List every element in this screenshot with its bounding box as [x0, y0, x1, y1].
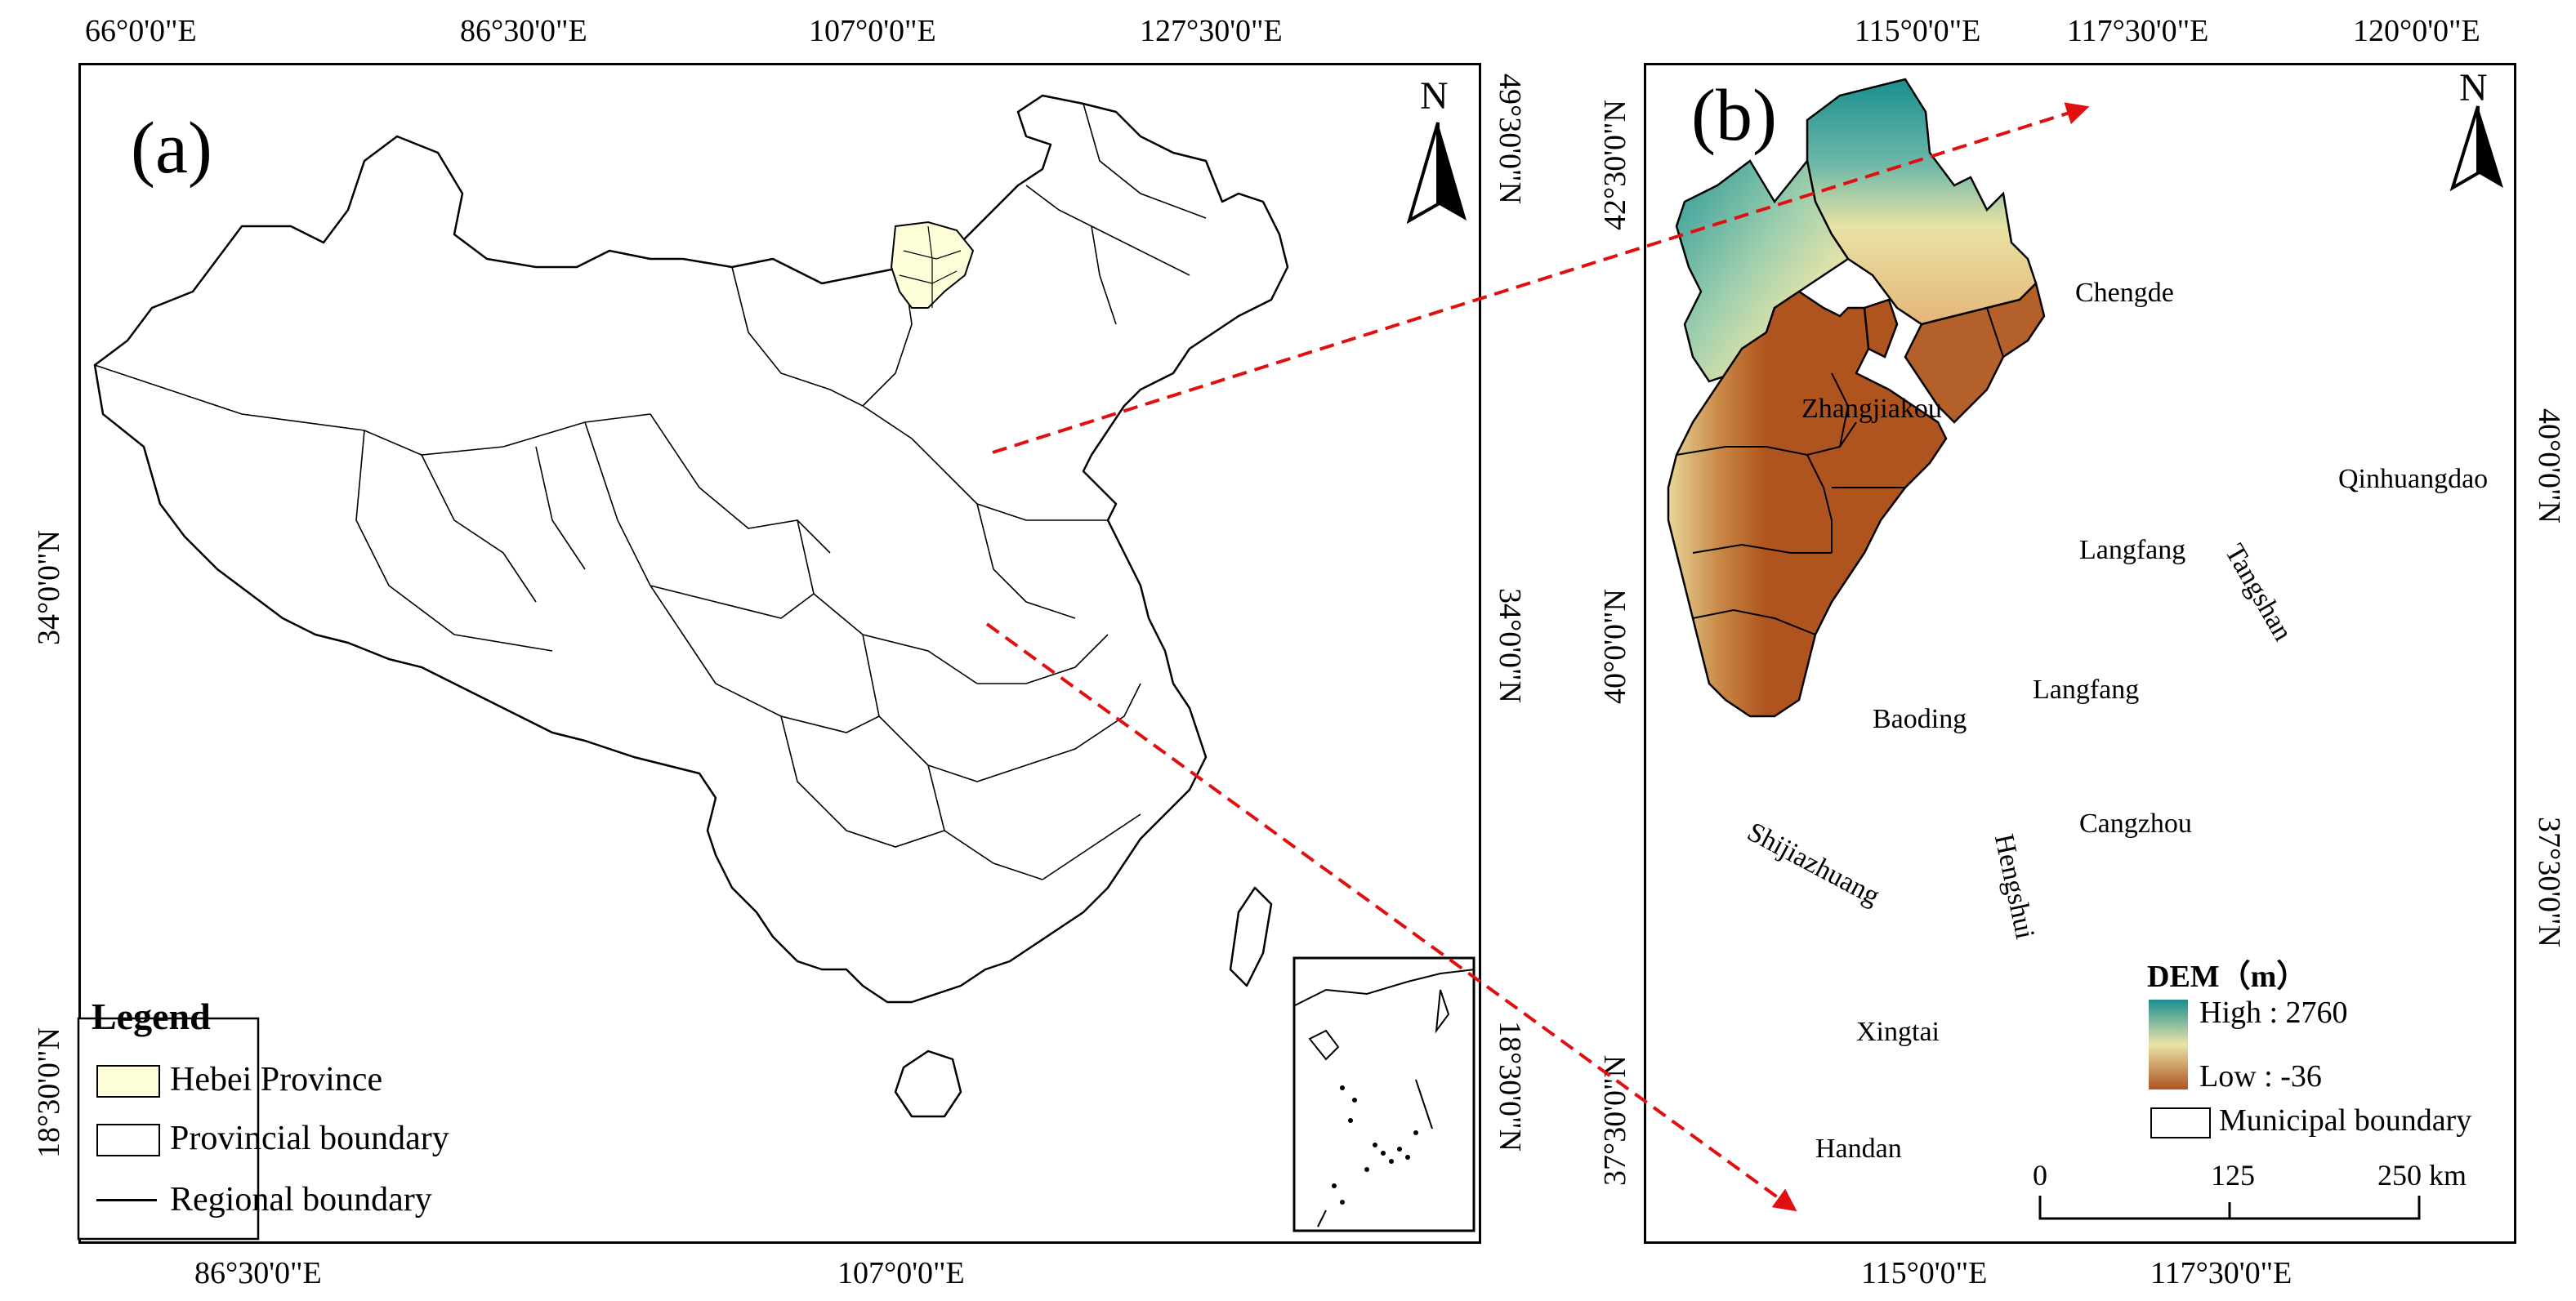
- dem-low-label: Low : -36: [2199, 1059, 2322, 1094]
- panel-b-bottom-tick: 115°0'0"E: [1861, 1256, 1988, 1290]
- panel-a-bottom-tick: 86°30'0"E: [194, 1256, 322, 1290]
- municipal-boundary-label: Municipal boundary: [2219, 1103, 2472, 1138]
- dem-legend-title: DEM（m）: [2147, 960, 2308, 994]
- dem-high-label: High : 2760: [2199, 996, 2348, 1030]
- north-label: N: [1420, 74, 1449, 118]
- scale-label: 250 km: [2377, 1159, 2467, 1192]
- legend-title: Legend: [92, 996, 211, 1037]
- north-arrow-icon: [1406, 122, 1467, 225]
- connector-arrow-bottom: [985, 622, 1797, 1212]
- china-map: [77, 94, 1289, 1241]
- north-label: N: [2459, 66, 2488, 109]
- south-china-sea-inset: [1292, 956, 1476, 1232]
- panel-b-top-tick: 117°30'0"E: [2067, 14, 2209, 48]
- regional-legend-line: [96, 1199, 157, 1201]
- legend-item-provincial: Provincial boundary: [170, 1120, 449, 1157]
- city-label: Baoding: [1873, 704, 1967, 734]
- city-label: Langfang: [2079, 535, 2186, 565]
- city-label: Cangzhou: [2079, 809, 2192, 839]
- provincial-legend-swatch: [96, 1124, 160, 1156]
- connector-arrow-top: [992, 102, 2090, 454]
- legend-item-regional: Regional boundary: [170, 1181, 432, 1219]
- panel-b-label: (b): [1691, 75, 1777, 156]
- city-label: Langfang: [2033, 675, 2140, 705]
- dem-color-ramp: [2149, 1000, 2188, 1089]
- panel-b-bottom-tick: 117°30'0"E: [2150, 1256, 2293, 1290]
- scale-label: 125: [2211, 1159, 2255, 1192]
- panel-b-top-tick: 120°0'0"E: [2353, 14, 2480, 48]
- north-arrow-icon: [2449, 105, 2503, 192]
- legend-item-hebei: Hebei Province: [170, 1061, 383, 1098]
- city-label: Handan: [1815, 1134, 1902, 1164]
- hebei-legend-swatch: [96, 1065, 160, 1098]
- hebei-dem-map: [1667, 78, 2046, 718]
- scale-label: 0: [2033, 1159, 2047, 1192]
- panel-b-top-tick: 115°0'0"E: [1855, 14, 1981, 48]
- municipal-boundary-swatch: [2150, 1107, 2211, 1138]
- city-label: Zhangjiakou: [1801, 394, 1942, 424]
- panel-a-top-tick: 107°0'0"E: [809, 14, 936, 48]
- city-label: Xingtai: [1856, 1017, 1940, 1047]
- scale-bar: [2038, 1196, 2421, 1220]
- panel-a-top-tick: 66°0'0"E: [85, 14, 197, 48]
- panel-a-label: (a): [131, 108, 212, 189]
- panel-a-bottom-tick: 107°0'0"E: [837, 1256, 965, 1290]
- panel-a-frame: [78, 63, 1481, 1244]
- panel-a-top-tick: 86°30'0"E: [460, 14, 587, 48]
- city-label: Qinhuangdao: [2338, 464, 2489, 494]
- panel-b-frame: [1644, 63, 2516, 1244]
- city-label: Chengde: [2075, 278, 2174, 308]
- panel-a-top-tick: 127°30'0"E: [1140, 14, 1283, 48]
